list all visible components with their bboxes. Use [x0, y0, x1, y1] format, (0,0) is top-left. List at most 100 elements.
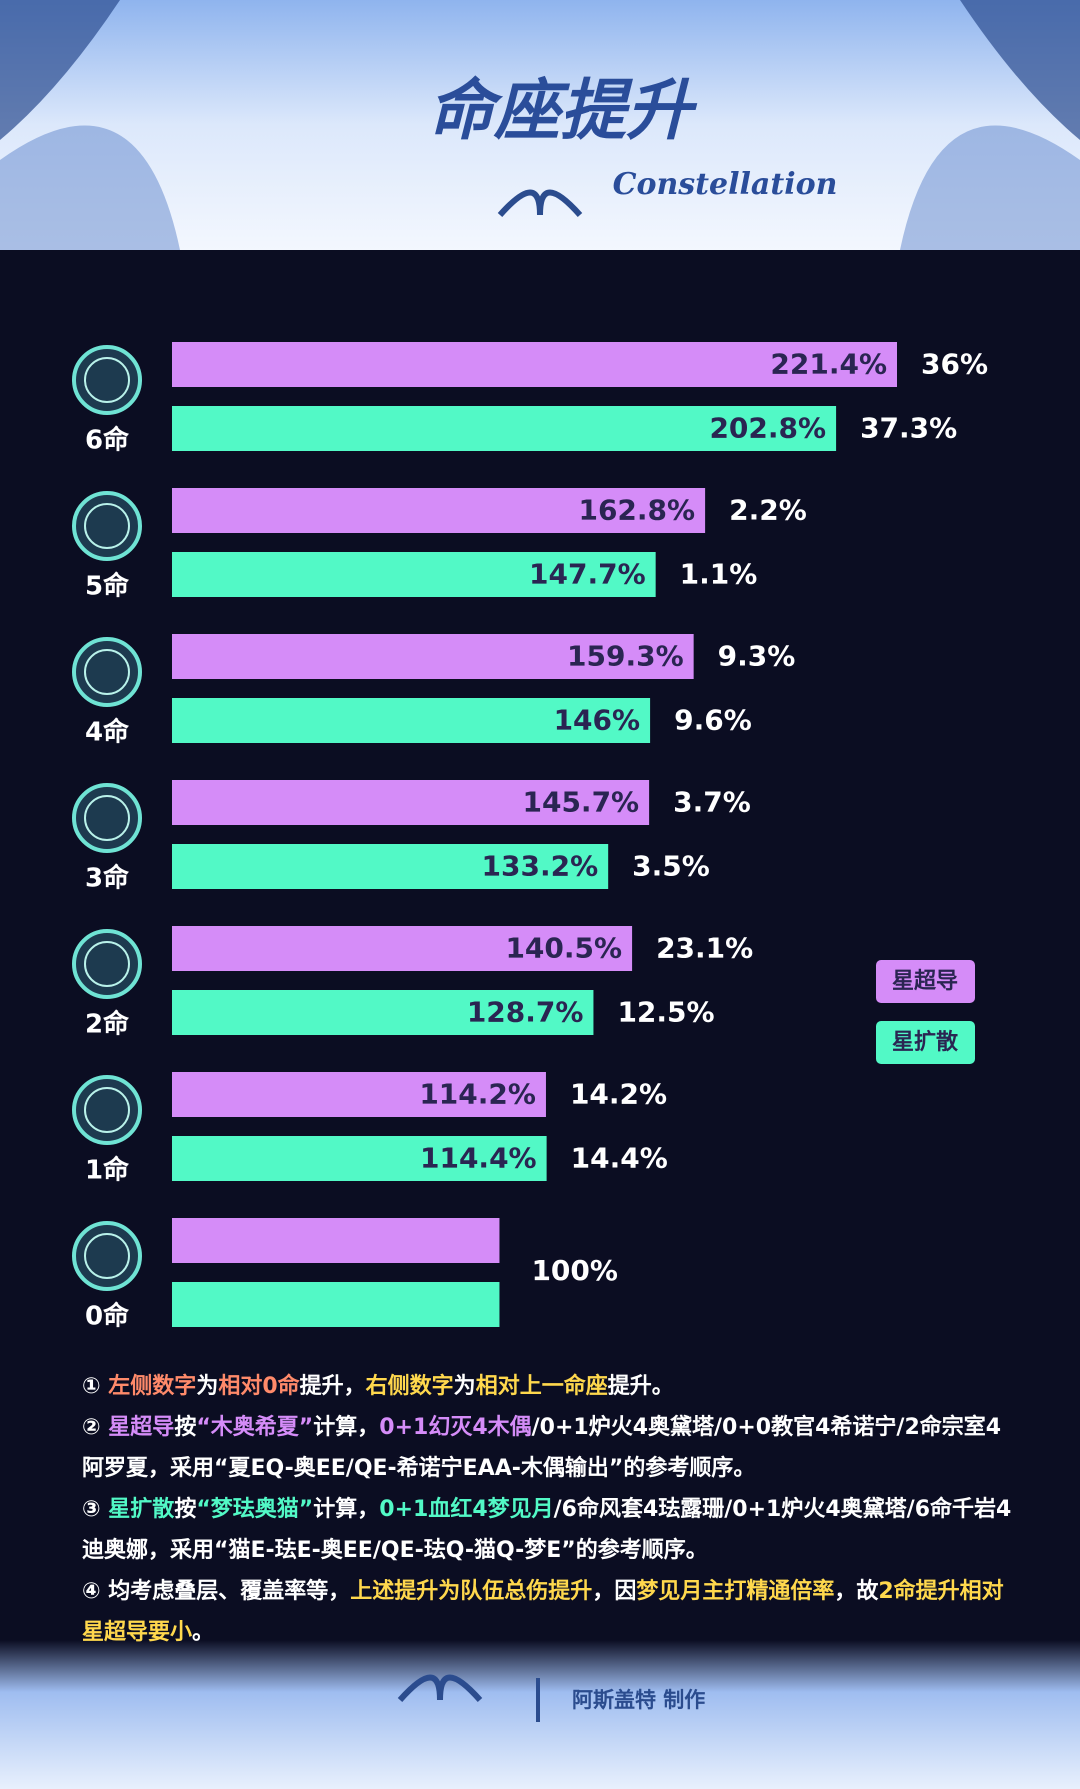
bar — [172, 698, 651, 743]
note-segment: 右侧数字 — [365, 1374, 454, 1399]
legend-swatch — [876, 1021, 975, 1064]
value-label: 147.7% — [529, 558, 646, 591]
value-label: 159.3% — [567, 640, 684, 673]
footer-text: 阿斯盖特 制作 — [572, 1688, 705, 1712]
value-label: 114.4% — [420, 1142, 537, 1175]
header-ornament — [0, 0, 1080, 140]
note-segment: 梦见月主打精通倍率 — [636, 1579, 835, 1604]
bar — [172, 1136, 547, 1181]
note-segment: 计算， — [313, 1497, 380, 1522]
bar — [172, 780, 650, 825]
note-segment: 按 — [174, 1415, 197, 1440]
category-label: 1命 — [85, 1155, 130, 1186]
note-segment: 为 — [453, 1374, 476, 1399]
note-segment: /0+1炉火4奥黛塔/0+0教官4希诺宁/2命宗室4阿罗夏，采用“夏EQ-奥EE… — [82, 1415, 1002, 1481]
increase-label: 3.7% — [673, 786, 751, 819]
increase-label: 36% — [921, 348, 988, 381]
increase-label: 2.2% — [729, 494, 807, 527]
note-segment: ③ — [82, 1497, 109, 1522]
note-segment: ① — [82, 1374, 109, 1399]
footer-swan — [397, 1674, 483, 1702]
category-label: 0命 — [85, 1301, 130, 1332]
note-segment: 0+1血红4梦见月 — [379, 1497, 554, 1522]
note-segment: “梦珐奥猫” — [196, 1497, 314, 1522]
note-segment: 0+1幻灭4木偶 — [379, 1415, 532, 1440]
header-ornament — [0, 125, 1080, 250]
legend-swatch — [876, 960, 975, 1003]
note-segment: 相对0命 — [218, 1374, 300, 1399]
note-segment: 2命提升相对星超导要小 — [82, 1579, 1004, 1645]
chart-title: 命座提升 — [428, 72, 698, 149]
constellation-icon-inner — [84, 1087, 130, 1133]
bar — [172, 844, 609, 889]
increase-label: 23.1% — [656, 932, 753, 965]
note-segment: 星超导 — [108, 1415, 175, 1440]
bar — [172, 406, 837, 451]
bar — [172, 926, 633, 971]
bar — [172, 342, 897, 387]
constellation-icon — [72, 929, 142, 999]
note-segment: ，故 — [834, 1579, 879, 1604]
constellation-icon-inner — [84, 357, 130, 403]
legend-label: 星超导 — [892, 969, 958, 994]
category-label: 6命 — [85, 425, 130, 456]
legend-label: 星扩散 — [892, 1030, 959, 1055]
constellation-icon-inner — [84, 941, 130, 987]
constellation-icon — [72, 637, 142, 707]
note-segment: 星扩散 — [108, 1497, 175, 1522]
constellation-icon-inner — [84, 649, 130, 695]
increase-label: 9.3% — [718, 640, 796, 673]
bar — [172, 488, 706, 533]
value-label: 221.4% — [770, 348, 887, 381]
note: ② 星超导按“木奥希夏”计算，0+1幻灭4木偶/0+1炉火4奥黛塔/0+0教官4… — [82, 1407, 1022, 1489]
bar — [172, 634, 694, 679]
bar — [172, 1282, 500, 1327]
increase-label: 14.2% — [570, 1078, 667, 1111]
constellation-icon — [72, 345, 142, 415]
value-label: 114.2% — [419, 1078, 536, 1111]
note-segment: 为 — [196, 1374, 219, 1399]
bar — [172, 1218, 500, 1263]
header-swan — [497, 189, 583, 217]
bar — [172, 1072, 546, 1117]
value-label: 128.7% — [467, 996, 584, 1029]
note-segment: 上述提升为队伍总伤提升 — [350, 1579, 593, 1604]
chart-subtitle: Constellation — [613, 167, 838, 202]
base-label: 100% — [531, 1254, 618, 1287]
note: ③ 星扩散按“梦珐奥猫”计算，0+1血红4梦见月/6命风套4珐露珊/0+1炉火4… — [82, 1489, 1022, 1571]
category-label: 3命 — [85, 863, 130, 894]
note-segment: 提升。 — [607, 1374, 674, 1399]
value-label: 145.7% — [522, 786, 639, 819]
note-segment: ② — [82, 1415, 109, 1440]
note-segment: ④ 均考虑叠层、覆盖率等， — [82, 1579, 351, 1604]
note-segment: ，因 — [592, 1579, 637, 1604]
increase-label: 1.1% — [680, 558, 758, 591]
note-segment: /6命风套4珐露珊/0+1炉火4奥黛塔/6命千岩4迪奥娜，采用“猫E-珐E-奥E… — [82, 1497, 1012, 1563]
category-label: 5命 — [85, 571, 130, 602]
value-label: 133.2% — [482, 850, 599, 883]
constellation-icon-inner — [84, 1233, 130, 1279]
increase-label: 9.6% — [674, 704, 752, 737]
value-label: 140.5% — [505, 932, 622, 965]
category-label: 2命 — [85, 1009, 130, 1040]
notes: ① 左侧数字为相对0命提升，右侧数字为相对上一命座提升。 ② 星超导按“木奥希夏”… — [82, 1366, 1022, 1653]
note-segment: 。 — [192, 1620, 215, 1645]
increase-label: 3.5% — [632, 850, 710, 883]
constellation-icon — [72, 1075, 142, 1145]
value-label: 146% — [554, 704, 641, 737]
category-label: 4命 — [85, 717, 130, 748]
constellation-icon — [72, 1221, 142, 1291]
note-segment: 计算， — [313, 1415, 380, 1440]
value-label: 202.8% — [709, 412, 826, 445]
constellation-icon-inner — [84, 503, 130, 549]
increase-label: 14.4% — [571, 1142, 668, 1175]
value-label: 162.8% — [578, 494, 695, 527]
note: ① 左侧数字为相对0命提升，右侧数字为相对上一命座提升。 — [82, 1366, 1022, 1407]
constellation-icon-inner — [84, 795, 130, 841]
constellation-icon — [72, 491, 142, 561]
increase-label: 37.3% — [860, 412, 957, 445]
note-segment: 左侧数字 — [108, 1374, 197, 1399]
note-segment: 相对上一命座 — [475, 1374, 608, 1399]
